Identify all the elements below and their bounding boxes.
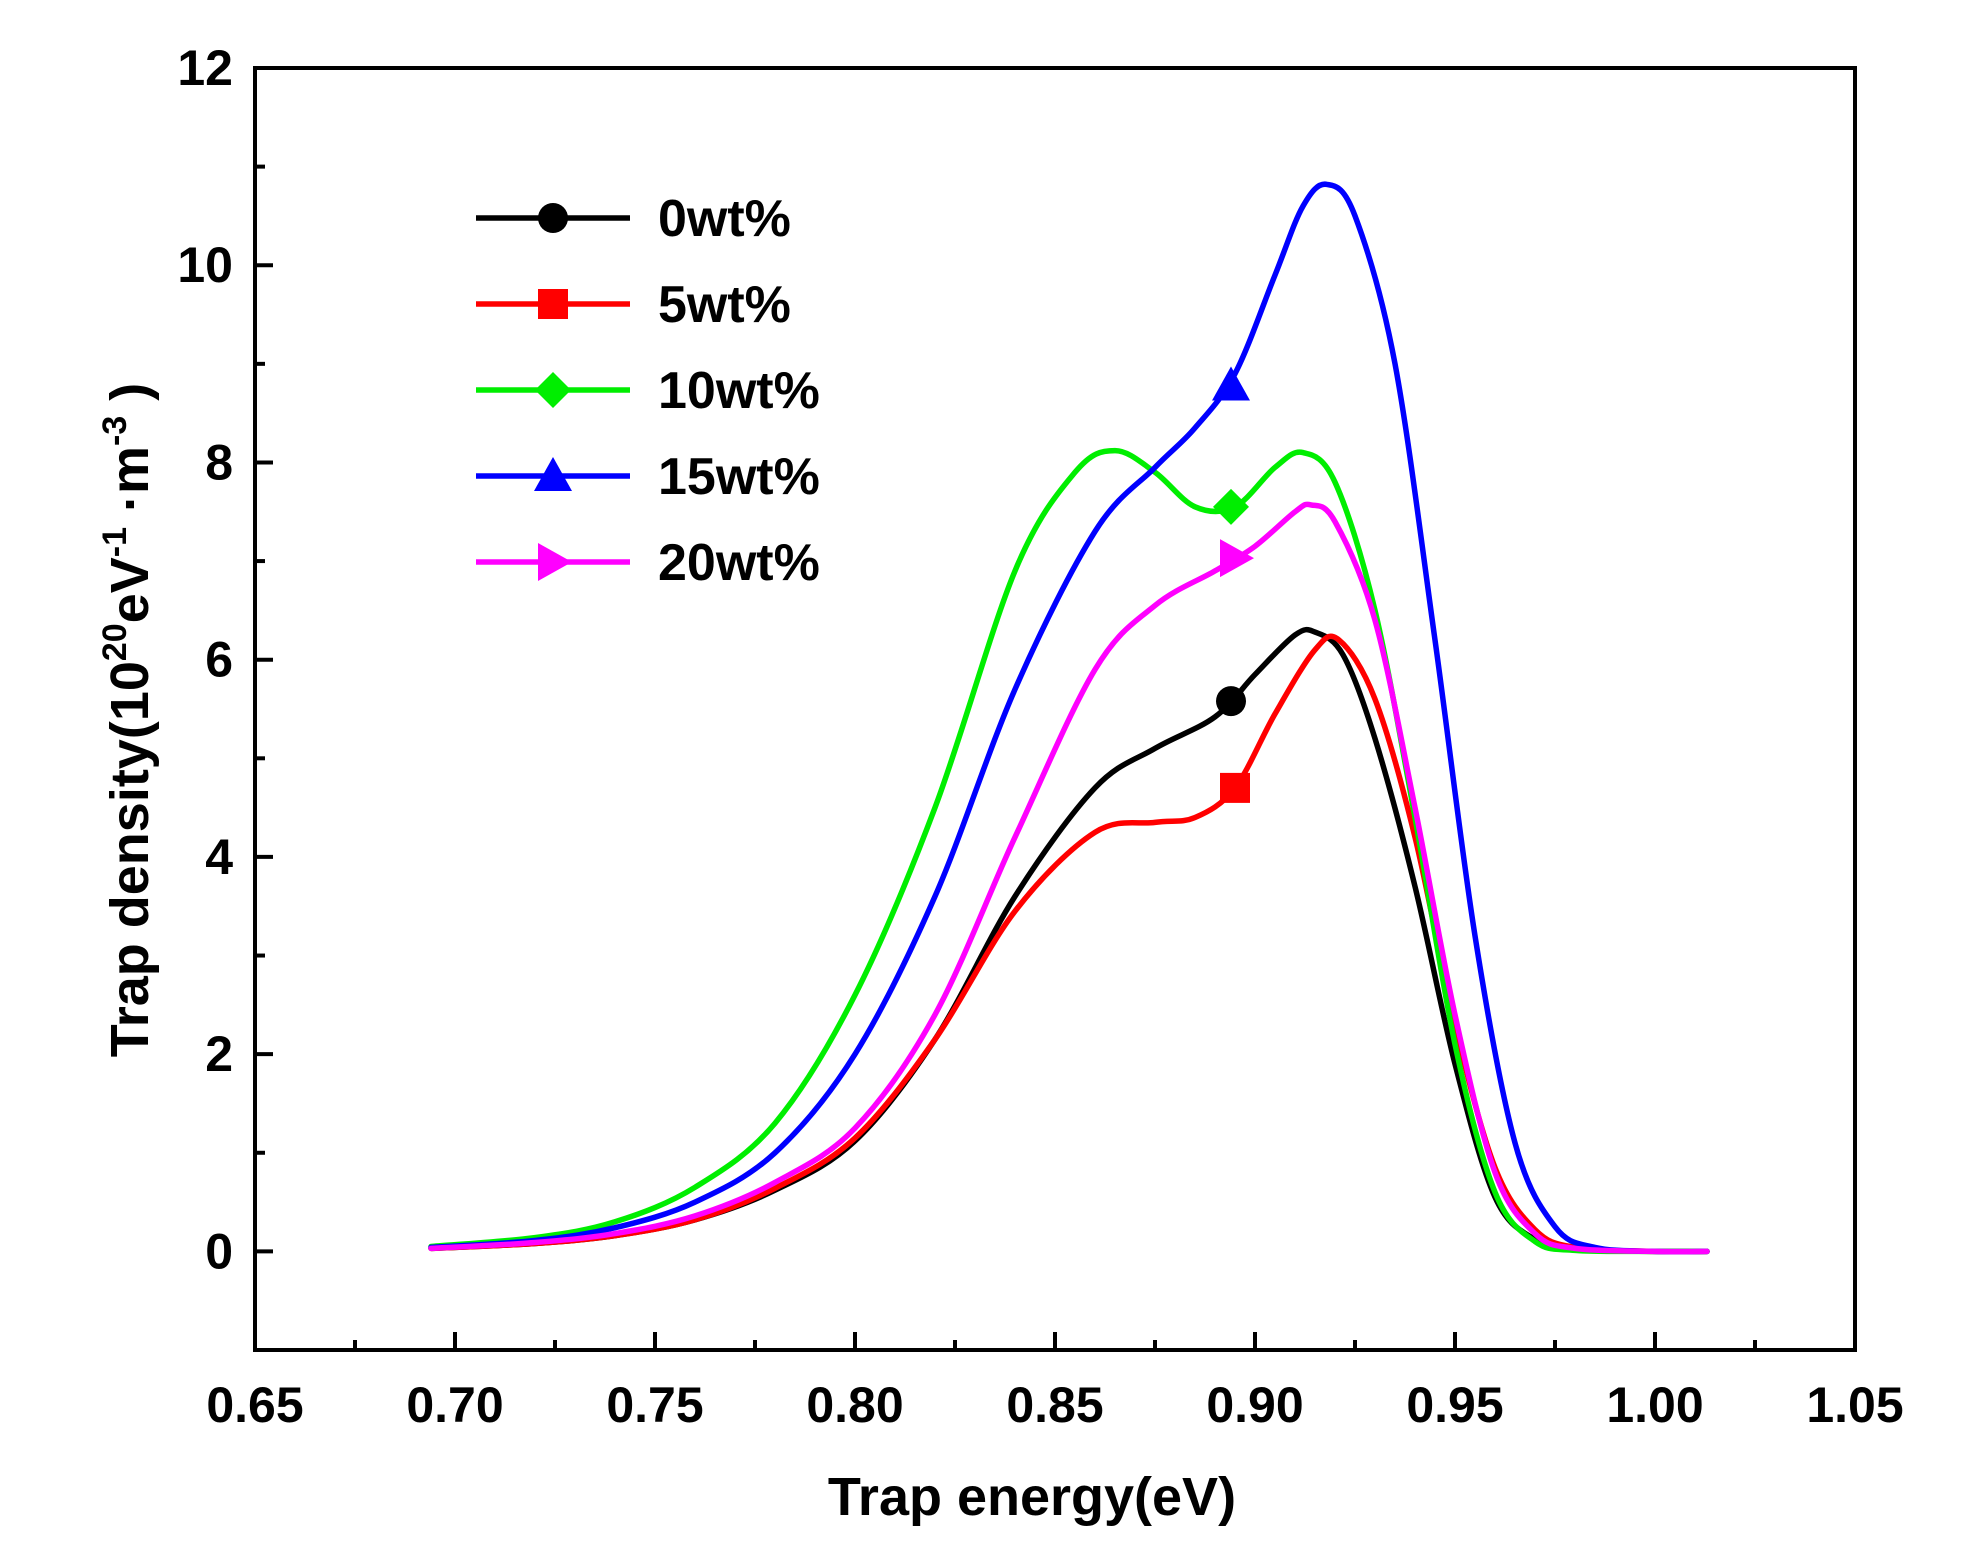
y-tick-label: 0 [205,1223,233,1279]
series-marker [1216,686,1246,717]
legend-marker [535,372,571,408]
x-tick-label: 1.00 [1606,1377,1703,1433]
series-line [428,447,1710,1255]
y-tick-label: 4 [205,829,233,885]
plot-border [253,66,1857,1352]
y-tick-label: 2 [205,1026,233,1082]
marker-layer [1212,366,1254,803]
series-line [428,181,1710,1255]
x-tick-label: 1.05 [1806,1377,1903,1433]
legend-label: 20wt% [658,534,820,592]
series-marker [1213,488,1249,525]
y-tick-label: 8 [205,434,233,490]
legend-label: 5wt% [658,276,791,334]
series-layer [428,181,1710,1255]
y-title-mid2: ·m [100,446,160,527]
y-tick-label: 6 [205,632,233,688]
series-marker [1220,772,1250,803]
legend-label: 15wt% [658,448,820,506]
legend-marker [538,203,568,233]
legend-marker [534,457,572,491]
y-title-sup3: -3 [96,416,134,446]
legend: 0wt% 5wt% 10wt% 15wt% 20wt% [476,190,820,592]
series-marker [1220,539,1254,578]
x-tick-label: 0.95 [1406,1377,1503,1433]
x-tick-label: 0.70 [406,1377,503,1433]
x-tick-label: 0.85 [1006,1377,1103,1433]
series-line [428,633,1710,1255]
x-tick-label: 0.90 [1206,1377,1303,1433]
legend-marker [538,543,572,581]
y-title-prefix: Trap density(10 [100,661,160,1057]
y-title-sup1: 20 [96,623,134,661]
plot-frame [253,66,1857,1352]
y-tick-label: 10 [177,237,233,293]
y-title-suffix: ) [100,383,160,416]
y-axis-title: Trap density(1020eV-1 ·m-3 ) [96,383,160,1058]
series-line [428,501,1710,1255]
legend-label: 10wt% [658,362,820,420]
y-title-mid1: eV [100,557,160,623]
legend-marker [538,289,568,319]
x-axis-title: Trap energy(eV) [828,1467,1236,1527]
y-tick-label: 12 [177,40,233,96]
x-tick-label: 0.80 [806,1377,903,1433]
series-marker [1212,366,1250,401]
legend-label: 0wt% [658,190,791,248]
y-title-sup2: -1 [96,527,134,557]
x-tick-label: 0.65 [206,1377,303,1433]
tick-layer: 0.65 0.70 0.75 0.80 0.85 0.90 0.95 1.00 1.05 0 2 4 6… [177,40,1903,1433]
x-tick-label: 0.75 [606,1377,703,1433]
